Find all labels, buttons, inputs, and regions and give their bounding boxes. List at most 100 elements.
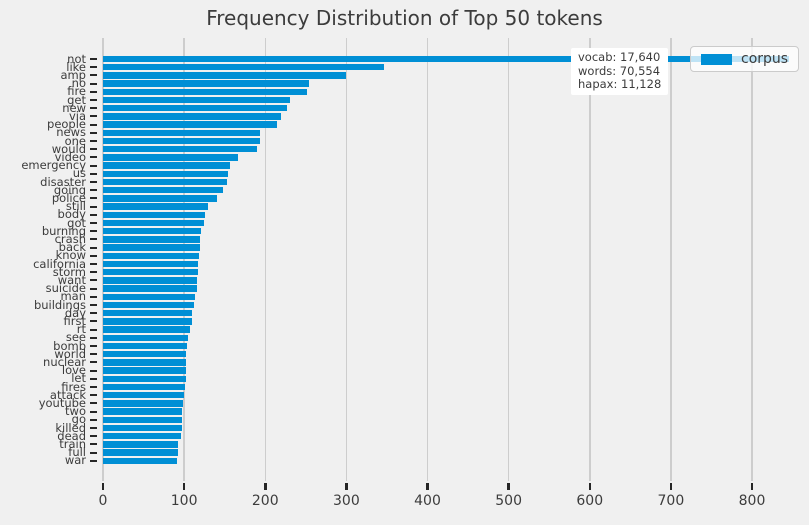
y-tick-label: bomb — [53, 338, 86, 353]
y-tick-label: like — [66, 59, 86, 74]
y-tick-label: video — [54, 149, 86, 164]
y-tick-label: not — [67, 51, 86, 66]
bar — [103, 285, 198, 292]
y-tick-label: go — [71, 412, 86, 427]
y-tick-label: one — [64, 133, 86, 148]
bar — [103, 64, 384, 71]
y-tick-mark — [90, 115, 97, 118]
y-tick-mark — [90, 246, 97, 249]
y-tick-label: dead — [57, 428, 86, 443]
y-tick-mark — [90, 148, 97, 151]
y-tick-label: california — [33, 256, 86, 271]
y-tick-mark — [90, 230, 97, 233]
gridline — [264, 38, 266, 481]
bar — [103, 252, 199, 259]
y-tick-mark — [90, 435, 97, 438]
y-tick-label: still — [65, 199, 86, 214]
y-tick-mark — [90, 287, 97, 290]
y-tick-mark — [90, 418, 97, 421]
y-tick-label: storm — [52, 264, 86, 279]
bar — [103, 408, 182, 415]
y-tick-label: love — [61, 363, 86, 378]
y-tick-label: nuclear — [43, 354, 86, 369]
y-tick-mark — [90, 181, 97, 183]
bar — [103, 326, 190, 333]
bar — [103, 72, 346, 79]
y-tick-mark — [90, 205, 97, 208]
bar — [103, 80, 310, 87]
bar — [103, 359, 186, 366]
y-tick-label: going — [53, 182, 86, 197]
y-tick-mark — [90, 295, 97, 298]
bar — [103, 433, 181, 440]
bar — [103, 96, 290, 104]
y-tick-mark — [90, 328, 97, 331]
y-tick-label: war — [64, 453, 86, 468]
stats-annotation: vocab: 17,640 words: 70,554 hapax: 11,12… — [571, 48, 669, 95]
stats-hapax: hapax: 11,128 — [578, 77, 662, 91]
y-tick-label: know — [55, 248, 86, 263]
bar — [103, 162, 231, 169]
y-tick-mark — [90, 320, 97, 323]
y-tick-mark — [90, 271, 97, 274]
y-tick-mark — [90, 345, 97, 347]
y-tick-mark — [90, 312, 97, 315]
y-tick-mark — [90, 131, 97, 134]
y-tick-label: see — [65, 330, 86, 345]
x-tick-mark — [750, 483, 754, 490]
y-tick-mark — [90, 279, 97, 282]
y-tick-label: suicide — [45, 281, 86, 296]
y-tick-label: us — [72, 166, 86, 181]
x-tick-label: 300 — [333, 493, 360, 509]
bar — [103, 424, 182, 432]
y-tick-mark — [90, 213, 97, 216]
y-tick-label: burning — [41, 223, 86, 238]
y-tick-mark — [90, 263, 97, 265]
bar — [103, 392, 185, 399]
x-tick-label: 500 — [495, 493, 522, 509]
x-tick-label: 100 — [170, 493, 198, 509]
y-tick-mark — [90, 58, 97, 60]
bar — [103, 113, 282, 120]
chart-title: Frequency Distribution of Top 50 tokens — [206, 6, 603, 30]
y-tick-label: first — [63, 313, 86, 328]
y-tick-label: would — [51, 141, 86, 156]
y-tick-mark — [90, 172, 97, 175]
y-tick-label: day — [64, 305, 86, 320]
bar — [103, 416, 182, 423]
y-tick-label: amp — [60, 67, 86, 82]
gridline — [670, 38, 672, 481]
y-tick-mark — [90, 459, 97, 462]
bar — [103, 260, 198, 268]
y-tick-mark — [90, 164, 97, 167]
bar — [103, 170, 228, 177]
y-tick-label: disaster — [40, 174, 86, 189]
gridline — [426, 38, 429, 481]
y-tick-label: got — [67, 215, 86, 230]
bar — [103, 342, 188, 350]
x-tick-mark — [264, 483, 267, 490]
bar — [103, 195, 218, 202]
y-tick-mark — [90, 377, 97, 380]
stats-words: words: 70,554 — [578, 63, 661, 78]
x-tick-mark — [182, 483, 186, 490]
bar — [103, 400, 184, 407]
y-tick-mark — [90, 123, 97, 126]
bar — [103, 154, 238, 161]
x-tick-mark — [669, 483, 673, 490]
x-tick-label: 200 — [251, 493, 279, 509]
y-tick-label: rt — [76, 322, 86, 337]
y-tick-label: fire — [67, 84, 86, 99]
y-tick-label: no — [71, 76, 86, 91]
y-tick-label: new — [62, 100, 86, 115]
x-tick-mark — [507, 483, 510, 490]
bar — [103, 367, 186, 374]
bar — [103, 449, 178, 456]
y-tick-label: youtube — [38, 395, 86, 410]
y-tick-label: police — [51, 190, 86, 205]
y-tick-label: news — [56, 125, 86, 140]
y-tick-label: body — [57, 207, 86, 222]
gridline — [345, 38, 348, 481]
bar — [103, 310, 193, 317]
